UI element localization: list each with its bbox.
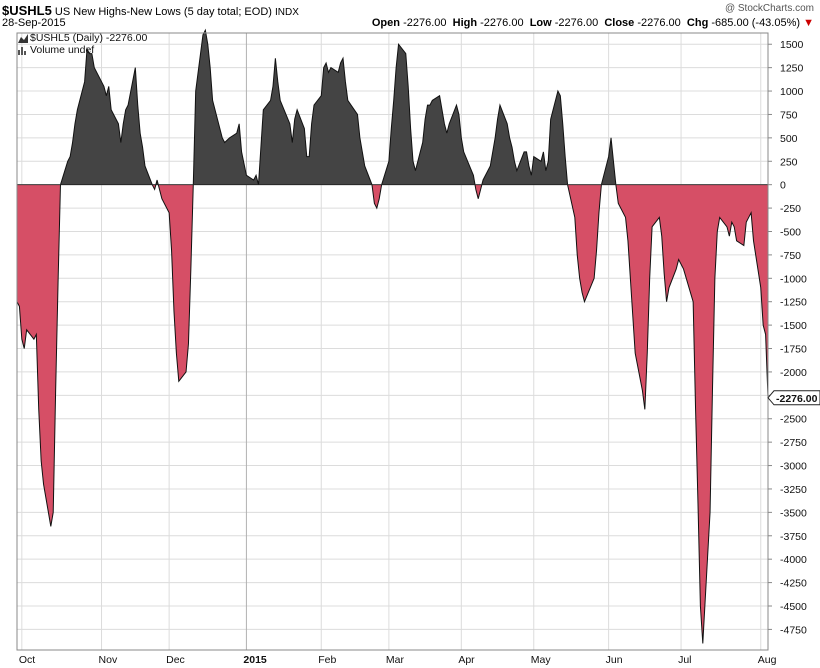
quote-summary: Open -2276.00 High -2276.00 Low -2276.00… [372, 17, 814, 29]
positive-area [17, 33, 768, 185]
x-tick-label: Nov [99, 654, 118, 666]
x-tick-label: Aug [758, 654, 777, 666]
low-label: Low [529, 17, 552, 29]
y-tick-label: -1250 [780, 297, 807, 309]
chg-value: -685.00 (-43.05%) [711, 17, 801, 29]
negative-area [17, 184, 768, 644]
y-tick-label: -4500 [780, 601, 807, 613]
close-label: Close [604, 17, 635, 29]
x-tick-label: Mar [386, 654, 405, 666]
high-label: High [452, 17, 478, 29]
y-tick-label: -2500 [780, 414, 807, 426]
y-tick-label: -4000 [780, 554, 807, 566]
volume-bars-icon [18, 46, 28, 55]
y-tick-label: 750 [780, 109, 798, 121]
open-label: Open [371, 17, 400, 29]
x-tick-label: Feb [318, 654, 336, 666]
y-tick-label: 500 [780, 133, 798, 145]
y-tick-label: -3750 [780, 531, 807, 543]
series-line [16, 28, 769, 644]
x-tick-label: Apr [458, 654, 475, 666]
x-tick-label: 2015 [243, 654, 267, 666]
x-tick-label: May [531, 654, 552, 666]
exchange-label: INDX [275, 7, 299, 18]
last-value-box [767, 390, 820, 406]
y-tick-label: -3250 [780, 484, 807, 496]
legend-volume-label: Volume undef [30, 44, 95, 56]
symbol-description: US New Highs-New Lows (5 day total; EOD) [54, 6, 272, 18]
area-layer [16, 28, 769, 644]
y-tick-label: -500 [780, 226, 801, 238]
y-tick-label: 1000 [780, 86, 804, 98]
y-tick-label: -2750 [780, 437, 807, 449]
plot-frame [16, 32, 769, 651]
chg-label: Chg [686, 17, 709, 29]
close-value: -2276.00 [637, 17, 681, 29]
y-tick-label: -2000 [780, 367, 807, 379]
legend-series-label: $USHL5 (Daily) -2276.00 [30, 32, 148, 44]
y-tick-label: -250 [780, 203, 801, 215]
high-value: -2276.00 [480, 17, 524, 29]
down-arrow-icon: ▼ [803, 17, 814, 29]
y-tick-label: -3500 [780, 507, 807, 519]
y-axis: 1500 1250 1000 750 500 250 0 -250 -500 -750 -1000 -… [768, 39, 807, 636]
y-tick-label: 250 [780, 156, 798, 168]
area-series-icon [18, 33, 28, 43]
y-tick-label: -750 [780, 250, 801, 262]
y-tick-label: 1250 [780, 63, 804, 75]
chart-date: 28-Sep-2015 [2, 17, 66, 29]
y-tick-label: 0 [780, 180, 786, 192]
y-tick-label: -3000 [780, 461, 807, 473]
y-tick-label: -1750 [780, 344, 807, 356]
x-tick-label: Jul [678, 654, 691, 666]
x-tick-label: Dec [166, 654, 185, 666]
legend-series: $USHL5 (Daily) -2276.00 [18, 32, 147, 44]
y-tick-label: -4750 [780, 624, 807, 636]
y-tick-label: 1500 [780, 39, 804, 51]
x-axis: OctNovDec2015FebMarAprMayJunJulAugSep [19, 654, 777, 666]
y-tick-label: -4250 [780, 578, 807, 590]
legend: $USHL5 (Daily) -2276.00 Volume undef [18, 32, 147, 56]
last-value-marker: -2276.00 [767, 390, 820, 406]
open-value: -2276.00 [403, 17, 447, 29]
symbol-title: $USHL5 [2, 3, 52, 18]
x-tick-label: Jun [606, 654, 623, 666]
x-tick-label: Oct [19, 654, 35, 666]
low-value: -2276.00 [554, 17, 599, 29]
y-tick-label: -1000 [780, 273, 807, 285]
stockcharts-credit: @ StockCharts.com [724, 3, 814, 14]
legend-volume: Volume undef [18, 44, 147, 56]
last-value-label: -2276.00 [776, 393, 818, 405]
y-tick-label: -1500 [780, 320, 807, 332]
